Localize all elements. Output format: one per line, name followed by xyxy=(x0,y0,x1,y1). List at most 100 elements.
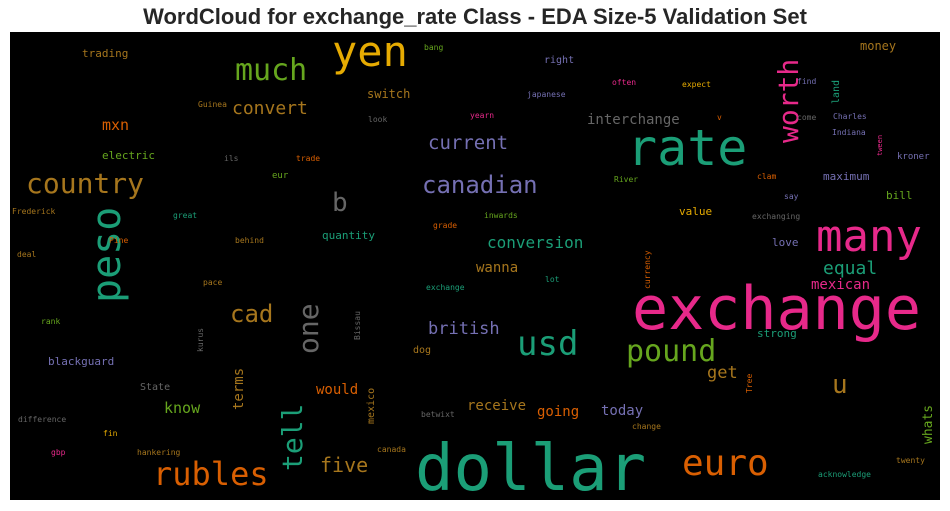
word-conversion: conversion xyxy=(487,233,583,252)
word-kroner: kroner xyxy=(897,152,930,162)
word-wanna: wanna xyxy=(476,260,518,276)
word-right: right xyxy=(544,55,574,66)
word-trading: trading xyxy=(82,47,128,60)
word-terms: terms xyxy=(231,368,247,410)
word-electric: electric xyxy=(102,149,155,162)
word-rank: rank xyxy=(41,317,60,326)
word-convert: convert xyxy=(232,98,308,119)
word-tween: tween xyxy=(876,135,884,156)
word-come: come xyxy=(797,113,816,122)
word-rubles: rubles xyxy=(153,455,269,493)
word-gbp: gbp xyxy=(51,448,66,457)
word-bill: bill xyxy=(886,189,913,202)
word-switch: switch xyxy=(367,87,410,101)
word-tree: Tree xyxy=(745,374,754,393)
word-canada: canada xyxy=(377,445,406,454)
word-acknowledge: acknowledge xyxy=(818,470,871,479)
word-interchange: interchange xyxy=(587,112,680,128)
word-yen: yen xyxy=(332,32,408,76)
word-land: land xyxy=(831,80,842,104)
word-whats: whats xyxy=(921,405,936,444)
wordcloud-canvas: exchange dollar rate yen peso many usd euro rubl… xyxy=(10,32,940,500)
word-pace: pace xyxy=(203,278,222,287)
word-peso: peso xyxy=(84,207,130,303)
word-fin: fin xyxy=(103,429,118,438)
word-today: today xyxy=(601,403,643,419)
word-rate: rate xyxy=(627,119,747,177)
word-yearn: yearn xyxy=(470,111,494,120)
word-behind: behind xyxy=(235,236,264,245)
word-blackguard: blackguard xyxy=(48,355,114,368)
word-deal: deal xyxy=(17,250,36,259)
word-ils: ils xyxy=(224,154,239,163)
word-find: find xyxy=(797,77,816,86)
word-many: many xyxy=(816,211,922,262)
word-eur: eur xyxy=(272,171,289,181)
word-pine: Pine xyxy=(109,236,128,245)
word-british: british xyxy=(428,319,500,339)
word-japanese: japanese xyxy=(527,90,566,99)
word-money: money xyxy=(860,39,896,53)
word-country: country xyxy=(26,167,144,200)
word-euro: euro xyxy=(682,443,769,484)
word-mexican: mexican xyxy=(811,277,870,293)
word-kurus: kurus xyxy=(196,328,205,352)
word-charles: Charles xyxy=(833,112,867,121)
word-five: five xyxy=(320,453,368,477)
word-difference: difference xyxy=(18,415,66,424)
word-dollar: dollar xyxy=(415,432,646,500)
word-exchange: exchange xyxy=(632,274,921,344)
word-one: one xyxy=(292,303,325,354)
word-quantity: quantity xyxy=(322,229,375,242)
word-betwixt: betwixt xyxy=(421,410,455,419)
word-expect: expect xyxy=(682,80,711,89)
word-maximum: maximum xyxy=(823,170,870,183)
word-mxn: mxn xyxy=(102,116,129,134)
word-grade: grade xyxy=(433,221,457,230)
word-receive: receive xyxy=(467,398,526,414)
word-bang: bang xyxy=(424,43,443,52)
word-equal: equal xyxy=(823,258,877,279)
word-strong: strong xyxy=(757,327,797,340)
wordcloud-svg: exchange dollar rate yen peso many usd euro rubl… xyxy=(12,32,936,500)
word-would: would xyxy=(316,382,358,398)
word-exchanging: exchanging xyxy=(752,212,800,221)
word-river: River xyxy=(614,175,638,184)
word-know: know xyxy=(164,399,201,417)
word-love: love xyxy=(772,236,799,249)
word-currency: currency xyxy=(643,250,652,289)
word-u: u xyxy=(832,370,848,400)
word-worth: worth xyxy=(772,59,805,143)
word-exchange: exchange xyxy=(426,283,465,292)
word-guinea: Guinea xyxy=(198,100,227,109)
word-going: going xyxy=(537,404,579,420)
word-value: value xyxy=(679,205,712,218)
word-twenty: twenty xyxy=(896,456,925,465)
word-clam: clam xyxy=(757,172,776,181)
chart-title: WordCloud for exchange_rate Class - EDA … xyxy=(143,4,807,29)
word-say: say xyxy=(784,192,799,201)
word-get: get xyxy=(707,363,738,383)
word-indiana: Indiana xyxy=(832,128,866,137)
word-trade: trade xyxy=(296,154,320,163)
word-bissau: Bissau xyxy=(353,311,362,340)
word-much: much xyxy=(235,53,307,88)
word-look: look xyxy=(368,115,387,124)
word-cad: cad xyxy=(230,300,273,328)
word-inwards: inwards xyxy=(484,211,518,220)
word-current: current xyxy=(428,132,508,154)
word-mexico: mexico xyxy=(366,388,377,424)
word-dog: dog xyxy=(413,345,431,356)
word-lot: lot xyxy=(545,275,560,284)
word-pound: pound xyxy=(626,334,716,369)
word-frederick: Frederick xyxy=(12,207,56,216)
word-often: often xyxy=(612,78,636,87)
word-tell: tell xyxy=(276,404,309,471)
word-state: State xyxy=(140,382,170,393)
word-usd: usd xyxy=(517,324,578,364)
word-great: great xyxy=(173,211,197,220)
word-canadian: canadian xyxy=(422,171,538,199)
word-change: change xyxy=(632,422,661,431)
word-b: b xyxy=(332,188,348,218)
word-hankering: hankering xyxy=(137,448,181,457)
